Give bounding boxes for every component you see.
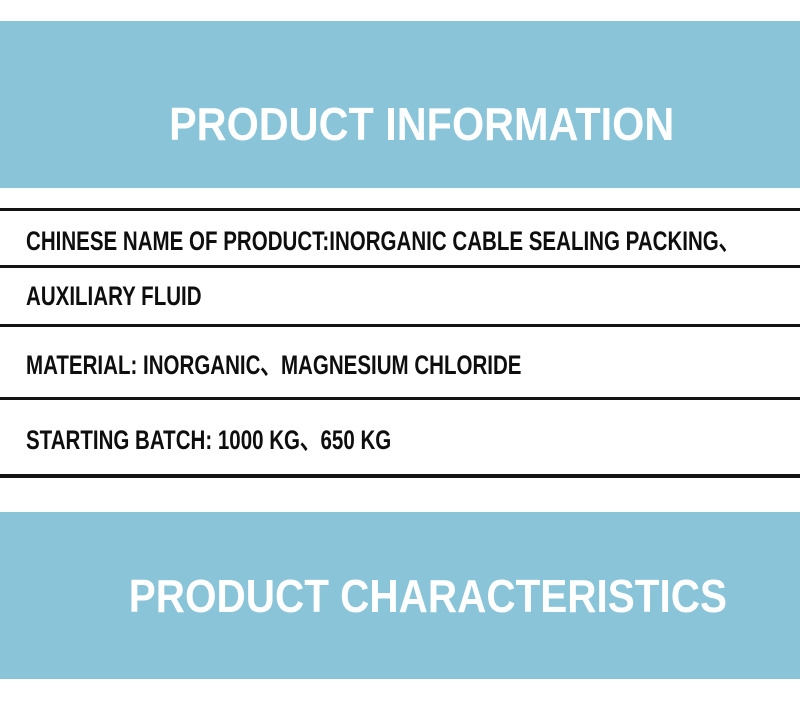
table-row-text-auxiliary-fluid: AUXILIARY FLUID xyxy=(26,280,202,311)
bottom-white-spacer xyxy=(0,679,800,706)
table-row: MATERIAL: INORGANIC、MAGNESIUM CHLORIDE xyxy=(0,324,800,397)
product-characteristics-title: PRODUCT CHARACTERISTICS xyxy=(128,569,728,622)
top-white-spacer xyxy=(0,0,800,21)
table-banner-gap xyxy=(0,478,800,512)
table-row: AUXILIARY FLUID xyxy=(0,265,800,324)
banner-table-gap xyxy=(0,188,800,208)
table-row-text-starting-batch: STARTING BATCH: 1000 KG、650 KG xyxy=(26,424,392,455)
table-row: CHINESE NAME OF PRODUCT:INORGANIC CABLE … xyxy=(0,208,800,265)
table-row: STARTING BATCH: 1000 KG、650 KG xyxy=(0,397,800,474)
product-info-table: CHINESE NAME OF PRODUCT:INORGANIC CABLE … xyxy=(0,208,800,478)
table-row-text-material: MATERIAL: INORGANIC、MAGNESIUM CHLORIDE xyxy=(26,349,522,380)
table-row-text-chinese-name: CHINESE NAME OF PRODUCT:INORGANIC CABLE … xyxy=(26,225,740,256)
product-information-title: PRODUCT INFORMATION xyxy=(169,97,675,150)
product-characteristics-banner: PRODUCT CHARACTERISTICS xyxy=(0,512,800,679)
product-information-banner: PRODUCT INFORMATION xyxy=(0,21,800,188)
